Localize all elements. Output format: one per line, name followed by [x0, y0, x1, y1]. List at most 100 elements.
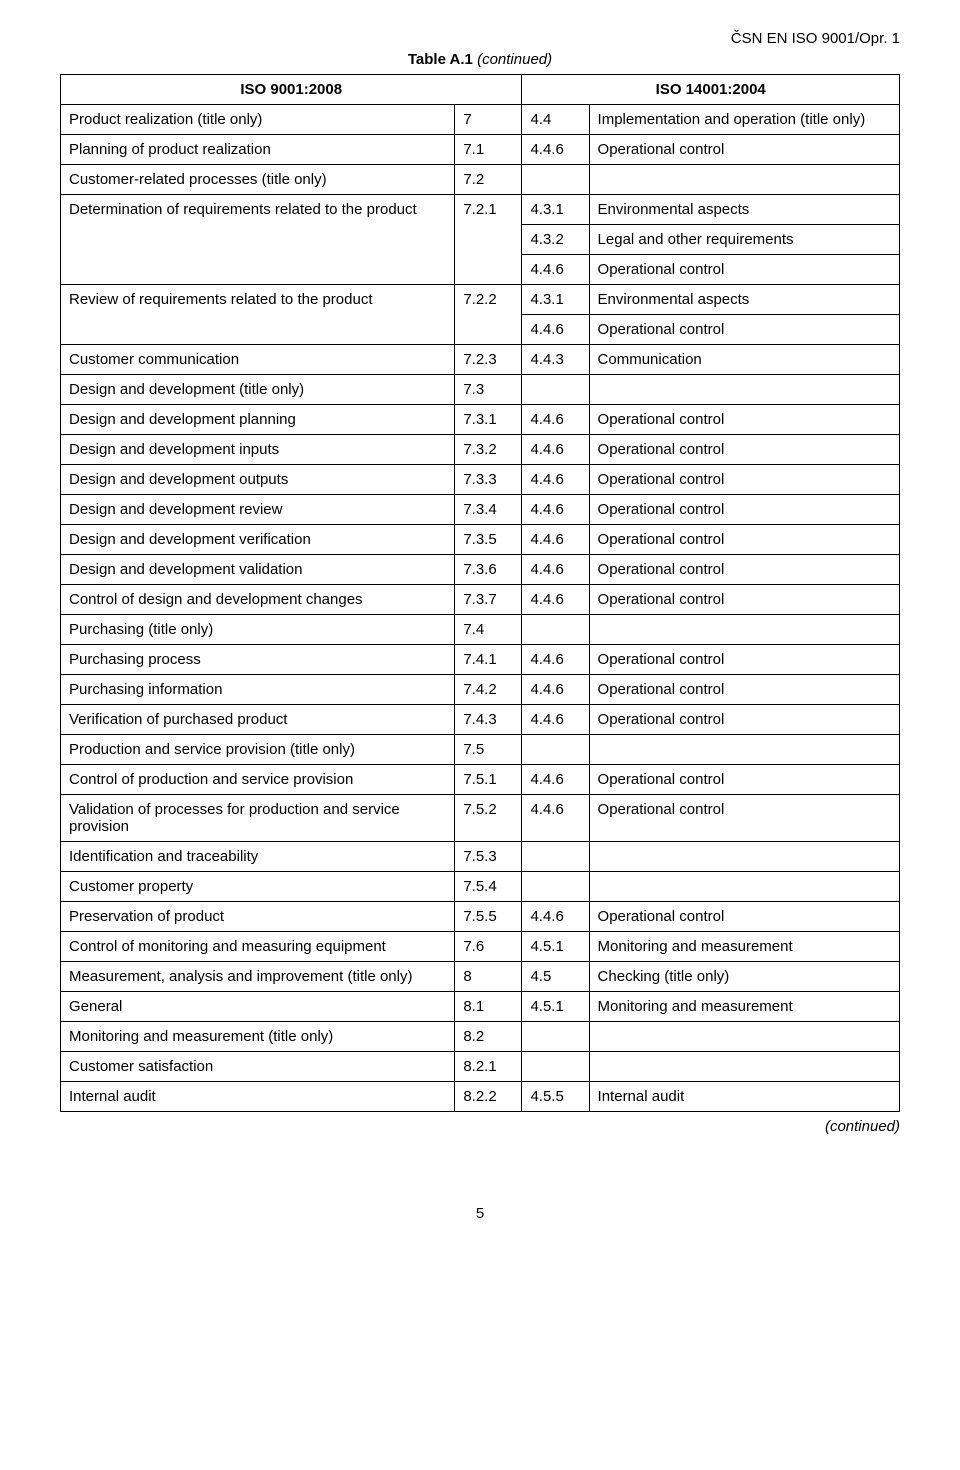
cell-iso14001-title: Environmental aspects — [589, 285, 899, 315]
cell-iso9001-clause: 7.3.1 — [455, 405, 522, 435]
cell-iso9001-title: Design and development (title only) — [61, 375, 455, 405]
cell-iso14001-title: Operational control — [589, 645, 899, 675]
correspondence-table: ISO 9001:2008 ISO 14001:2004 Product rea… — [60, 74, 900, 1112]
cell-iso9001-title: Determination of requirements related to… — [61, 195, 455, 285]
cell-iso9001-clause: 7.5.3 — [455, 842, 522, 872]
cell-iso9001-title: General — [61, 992, 455, 1022]
cell-iso9001-clause: 8 — [455, 962, 522, 992]
cell-iso9001-clause: 7.4.2 — [455, 675, 522, 705]
cell-iso14001-title: Environmental aspects — [589, 195, 899, 225]
cell-iso9001-title: Identification and traceability — [61, 842, 455, 872]
cell-iso9001-clause: 7.5.5 — [455, 902, 522, 932]
cell-iso9001-clause: 8.1 — [455, 992, 522, 1022]
cell-iso9001-title: Control of design and development change… — [61, 585, 455, 615]
cell-iso9001-clause: 7.2.2 — [455, 285, 522, 345]
cell-iso9001-clause: 7.2.3 — [455, 345, 522, 375]
table-row: Design and development validation7.3.64.… — [61, 555, 900, 585]
cell-iso14001-title — [589, 872, 899, 902]
cell-iso9001-title: Design and development outputs — [61, 465, 455, 495]
header-iso9001: ISO 9001:2008 — [61, 75, 522, 105]
cell-iso14001-clause: 4.5.1 — [522, 992, 589, 1022]
table-row: Control of monitoring and measuring equi… — [61, 932, 900, 962]
cell-iso14001-title: Checking (title only) — [589, 962, 899, 992]
cell-iso9001-clause: 7.3 — [455, 375, 522, 405]
cell-iso9001-clause: 7.3.7 — [455, 585, 522, 615]
cell-iso9001-title: Purchasing information — [61, 675, 455, 705]
table-row: Validation of processes for production a… — [61, 795, 900, 842]
cell-iso9001-title: Review of requirements related to the pr… — [61, 285, 455, 345]
cell-iso14001-clause: 4.4.6 — [522, 585, 589, 615]
table-row: Customer-related processes (title only)7… — [61, 165, 900, 195]
table-header-row: ISO 9001:2008 ISO 14001:2004 — [61, 75, 900, 105]
cell-iso14001-title: Operational control — [589, 435, 899, 465]
table-row: Production and service provision (title … — [61, 735, 900, 765]
cell-iso9001-title: Monitoring and measurement (title only) — [61, 1022, 455, 1052]
table-row: Internal audit8.2.24.5.5Internal audit — [61, 1082, 900, 1112]
table-row: Identification and traceability7.5.3 — [61, 842, 900, 872]
cell-iso9001-title: Purchasing process — [61, 645, 455, 675]
cell-iso9001-clause: 8.2.2 — [455, 1082, 522, 1112]
table-row: Determination of requirements related to… — [61, 195, 900, 225]
cell-iso14001-clause — [522, 165, 589, 195]
table-row: Design and development planning7.3.14.4.… — [61, 405, 900, 435]
cell-iso9001-clause: 7.5.1 — [455, 765, 522, 795]
cell-iso14001-title: Operational control — [589, 585, 899, 615]
cell-iso14001-title — [589, 165, 899, 195]
document-id: ČSN EN ISO 9001/Opr. 1 — [60, 30, 900, 47]
cell-iso9001-title: Customer-related processes (title only) — [61, 165, 455, 195]
cell-iso9001-clause: 7.4.1 — [455, 645, 522, 675]
cell-iso9001-clause: 7.3.5 — [455, 525, 522, 555]
table-row: Customer communication7.2.34.4.3Communic… — [61, 345, 900, 375]
caption-bold: Table A.1 — [408, 51, 473, 68]
cell-iso9001-clause: 7.4.3 — [455, 705, 522, 735]
cell-iso14001-clause: 4.4.6 — [522, 795, 589, 842]
cell-iso14001-clause: 4.4.3 — [522, 345, 589, 375]
cell-iso9001-title: Control of monitoring and measuring equi… — [61, 932, 455, 962]
table-row: Control of design and development change… — [61, 585, 900, 615]
cell-iso14001-clause — [522, 1052, 589, 1082]
cell-iso9001-title: Control of production and service provis… — [61, 765, 455, 795]
table-row: Purchasing (title only)7.4 — [61, 615, 900, 645]
cell-iso14001-title: Operational control — [589, 465, 899, 495]
cell-iso9001-clause: 7.3.2 — [455, 435, 522, 465]
cell-iso14001-title — [589, 375, 899, 405]
cell-iso14001-title: Operational control — [589, 135, 899, 165]
cell-iso14001-clause: 4.4.6 — [522, 902, 589, 932]
cell-iso9001-clause: 7 — [455, 105, 522, 135]
cell-iso14001-clause: 4.4 — [522, 105, 589, 135]
cell-iso9001-clause: 7.4 — [455, 615, 522, 645]
cell-iso14001-clause: 4.4.6 — [522, 135, 589, 165]
cell-iso14001-title — [589, 735, 899, 765]
cell-iso14001-clause: 4.3.2 — [522, 225, 589, 255]
cell-iso9001-title: Planning of product realization — [61, 135, 455, 165]
cell-iso14001-title: Operational control — [589, 902, 899, 932]
cell-iso9001-clause: 7.3.6 — [455, 555, 522, 585]
cell-iso9001-clause: 7.5.2 — [455, 795, 522, 842]
cell-iso9001-clause: 7.3.4 — [455, 495, 522, 525]
cell-iso14001-clause — [522, 842, 589, 872]
cell-iso9001-title: Customer property — [61, 872, 455, 902]
cell-iso14001-title: Operational control — [589, 675, 899, 705]
table-row: Monitoring and measurement (title only)8… — [61, 1022, 900, 1052]
table-row: Preservation of product7.5.54.4.6Operati… — [61, 902, 900, 932]
cell-iso14001-title: Operational control — [589, 525, 899, 555]
table-row: Planning of product realization7.14.4.6O… — [61, 135, 900, 165]
cell-iso14001-title: Internal audit — [589, 1082, 899, 1112]
cell-iso14001-title: Communication — [589, 345, 899, 375]
cell-iso9001-clause: 7.6 — [455, 932, 522, 962]
cell-iso9001-clause: 7.1 — [455, 135, 522, 165]
continued-indicator: (continued) — [60, 1118, 900, 1135]
cell-iso9001-title: Design and development verification — [61, 525, 455, 555]
cell-iso14001-title: Operational control — [589, 255, 899, 285]
cell-iso14001-clause — [522, 375, 589, 405]
cell-iso9001-title: Design and development validation — [61, 555, 455, 585]
table-row: Control of production and service provis… — [61, 765, 900, 795]
cell-iso14001-clause: 4.4.6 — [522, 675, 589, 705]
table-row: Measurement, analysis and improvement (t… — [61, 962, 900, 992]
cell-iso14001-clause: 4.4.6 — [522, 495, 589, 525]
cell-iso14001-title: Operational control — [589, 315, 899, 345]
cell-iso14001-clause: 4.4.6 — [522, 435, 589, 465]
cell-iso9001-clause: 8.2 — [455, 1022, 522, 1052]
cell-iso14001-clause: 4.3.1 — [522, 195, 589, 225]
cell-iso14001-clause — [522, 872, 589, 902]
